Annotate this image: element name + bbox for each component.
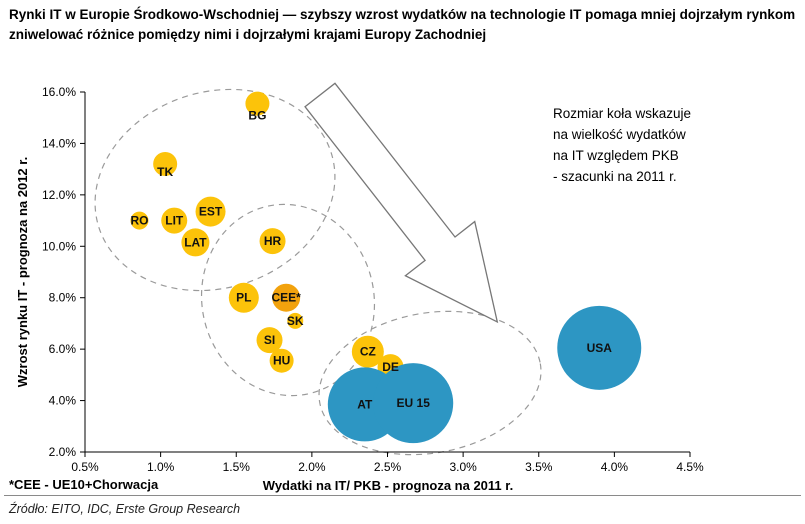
cee-footnote: *CEE - UE10+Chorwacja xyxy=(9,477,159,492)
bubble-si xyxy=(256,327,283,354)
y-tick-label: 6.0% xyxy=(49,342,77,356)
y-tick-label: 16.0% xyxy=(42,85,76,99)
bottom-divider xyxy=(4,495,801,496)
x-tick-label: 0.5% xyxy=(71,460,99,474)
bubble-lit xyxy=(161,207,188,234)
bubble-cee xyxy=(272,283,301,312)
cluster-ellipse-emerging xyxy=(94,88,336,292)
bubble-label-hu: HU xyxy=(273,354,290,368)
bubble-label-hr: HR xyxy=(264,234,282,248)
bubble-label-ro: RO xyxy=(130,214,148,228)
x-tick-labels: 0.5% 1.0% 1.5% 2.0% 2.5% 3.0% 3.5% 4.0% 4.5% xyxy=(71,452,704,474)
x-axis-label: Wydatki na IT/ PKB - prognoza na 2011 r. xyxy=(263,478,513,493)
bubble-cz xyxy=(351,335,384,368)
bubble-labels: BG TK RO LIT EST LAT HR PL CEE* SK SI HU CZ DE AT EU 15… xyxy=(130,109,612,412)
bubble-est xyxy=(195,196,226,227)
source-note: Źródło: EITO, IDC, Erste Group Research xyxy=(9,502,241,516)
bubble-label-pl: PL xyxy=(236,291,251,305)
chart-title: Rynki IT w Europie Środkowo-Wschodniej —… xyxy=(9,7,796,43)
bubble-size-note: Rozmiar koła wskazuje na wielkość wydatk… xyxy=(553,103,788,187)
y-tick-label: 14.0% xyxy=(42,136,76,150)
x-tick-label: 2.5% xyxy=(374,460,402,474)
bubble-label-cz: CZ xyxy=(360,345,376,359)
x-tick-label: 2.0% xyxy=(298,460,326,474)
bubble-label-eu15: EU 15 xyxy=(397,396,431,410)
bubble-label-usa: USA xyxy=(587,341,613,355)
bubble-label-cee: CEE* xyxy=(271,291,301,305)
y-tick-label: 12.0% xyxy=(42,188,76,202)
note-line-4: - szacunki na 2011 r. xyxy=(553,169,677,184)
y-tick-label: 2.0% xyxy=(49,445,77,459)
x-tick-label: 4.0% xyxy=(601,460,629,474)
y-tick-labels: 2.0% 4.0% 6.0% 8.0% 10.0% 12.0% 14.0% 16.0% xyxy=(42,85,85,459)
bubble-label-tk: TK xyxy=(157,165,173,179)
y-tick-label: 8.0% xyxy=(49,291,77,305)
bubble-hr xyxy=(259,228,286,255)
bubble-hu xyxy=(269,348,294,373)
bubble-label-sk: SK xyxy=(287,314,304,328)
bubble-sk xyxy=(287,312,304,329)
bubble-usa xyxy=(557,305,642,390)
x-tick-label: 1.0% xyxy=(147,460,175,474)
x-tick-label: 3.5% xyxy=(525,460,553,474)
note-line-1: Rozmiar koła wskazuje xyxy=(553,106,692,121)
note-line-2: na wielkość wydatków xyxy=(553,127,686,142)
cluster-ellipse-converging xyxy=(200,203,376,397)
y-tick-label: 4.0% xyxy=(49,394,77,408)
bubble-label-at: AT xyxy=(357,397,373,411)
trend-arrow-shape xyxy=(304,82,499,324)
y-axis-label: Wzrost rynku IT - prognoza na 2012 r. xyxy=(15,157,30,387)
bubble-bg xyxy=(245,91,270,116)
note-line-3: na IT względem PKB xyxy=(553,148,679,163)
bubble-label-si: SI xyxy=(264,333,275,347)
y-tick-label: 10.0% xyxy=(42,239,76,253)
bubble-label-lat: LAT xyxy=(184,235,207,249)
bubble-label-lit: LIT xyxy=(165,214,184,228)
bubble-label-de: DE xyxy=(382,360,399,374)
bubble-lat xyxy=(181,228,210,257)
bubble-ro xyxy=(130,211,149,230)
x-tick-label: 3.0% xyxy=(449,460,477,474)
bubble-pl xyxy=(228,282,259,313)
bubble-label-est: EST xyxy=(199,205,223,219)
trend-arrow xyxy=(304,82,499,324)
bubble-circles xyxy=(130,91,642,444)
x-tick-label: 1.5% xyxy=(223,460,251,474)
x-tick-label: 4.5% xyxy=(676,460,704,474)
bubble-tk xyxy=(153,152,178,176)
bubble-label-bg: BG xyxy=(248,109,266,123)
bubble-eu15 xyxy=(373,363,454,444)
